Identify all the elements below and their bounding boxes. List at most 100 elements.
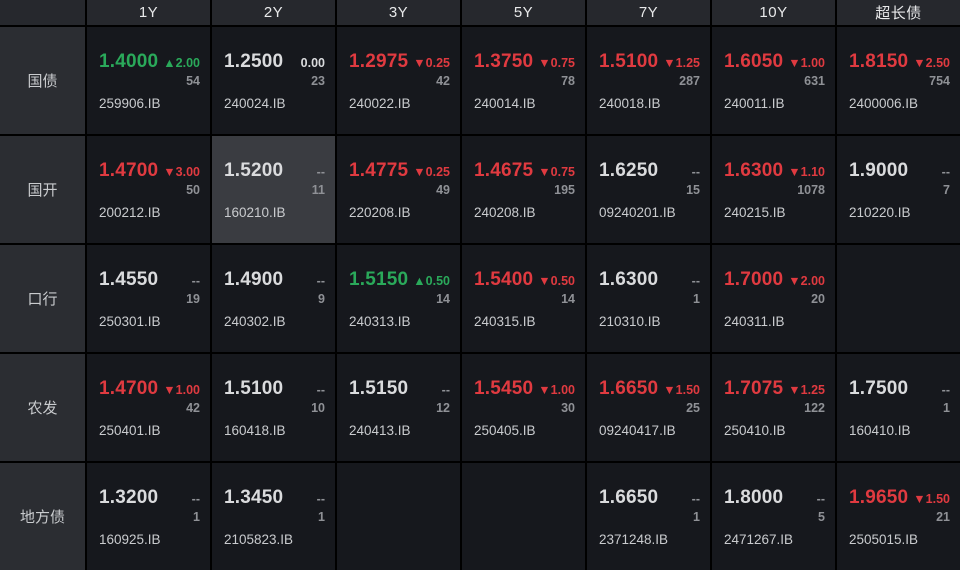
row-label-农发: 农发 [0,354,85,461]
change-indicator: ▼0.25 [413,55,450,70]
change-indicator: ▼0.75 [538,164,575,179]
quote-count: 14 [436,291,450,306]
quote-count: 7 [943,182,950,197]
bond-code: 210310.IB [599,313,661,329]
yield-value: 1.5150 [349,377,409,399]
bond-cell-国债-超长债[interactable]: 1.8150 ▼2.50 754 2400006.IB [837,27,960,134]
yield-value: 1.6650 [599,377,659,399]
cell-top-line: 1.5100 ▼1.25 [599,51,700,73]
bond-cell-农发-3Y[interactable]: 1.5150 -- 12 240413.IB [337,354,460,461]
quote-count: 122 [804,400,825,415]
cell-top-line: 1.5100 -- [224,378,325,400]
bond-cell-国开-5Y[interactable]: 1.4675 ▼0.75 195 240208.IB [462,136,585,243]
cell-top-line: 1.4700 ▼3.00 [99,160,200,182]
change-indicator: ▼1.50 [913,491,950,506]
change-indicator: -- [941,164,950,179]
yield-value: 1.2975 [349,50,409,72]
quote-count: 12 [436,400,450,415]
yield-value: 1.5450 [474,377,534,399]
quote-count: 78 [561,73,575,88]
quote-count: 54 [186,73,200,88]
change-indicator: ▼1.50 [663,382,700,397]
bond-cell-农发-1Y[interactable]: 1.4700 ▼1.00 42 250401.IB [87,354,210,461]
row-label-国开: 国开 [0,136,85,243]
bond-cell-国开-10Y[interactable]: 1.6300 ▼1.10 1078 240215.IB [712,136,835,243]
yield-value: 1.4700 [99,377,159,399]
change-indicator: -- [316,382,325,397]
bond-code: 160925.IB [99,531,161,547]
bond-cell-地方债-2Y[interactable]: 1.3450 -- 1 2105823.IB [212,463,335,570]
bond-cell-口行-2Y[interactable]: 1.4900 -- 9 240302.IB [212,245,335,352]
row-label-地方债: 地方债 [0,463,85,570]
bond-code: 09240417.IB [599,422,676,438]
quote-count: 19 [186,291,200,306]
bond-cell-农发-2Y[interactable]: 1.5100 -- 10 160418.IB [212,354,335,461]
yield-value: 1.6300 [724,159,784,181]
yield-value: 1.3750 [474,50,534,72]
cell-top-line: 1.2500 0.00 [224,51,325,73]
column-header-label: 7Y [638,4,659,21]
change-indicator: -- [191,273,200,288]
bond-cell-国债-1Y[interactable]: 1.4000 ▲2.00 54 259906.IB [87,27,210,134]
bond-cell-国债-7Y[interactable]: 1.5100 ▼1.25 287 240018.IB [587,27,710,134]
cell-top-line: 1.6250 -- [599,160,700,182]
cell-top-line: 1.5400 ▼0.50 [474,269,575,291]
yield-value: 1.5150 [349,268,409,290]
bond-cell-国开-3Y[interactable]: 1.4775 ▼0.25 49 220208.IB [337,136,460,243]
quote-count: 1 [193,509,200,524]
cell-top-line: 1.4775 ▼0.25 [349,160,450,182]
change-indicator: -- [691,273,700,288]
bond-cell-地方债-7Y[interactable]: 1.6650 -- 1 2371248.IB [587,463,710,570]
change-indicator: ▼1.00 [788,55,825,70]
bond-cell-农发-超长债[interactable]: 1.7500 -- 1 160410.IB [837,354,960,461]
bond-cell-国债-3Y[interactable]: 1.2975 ▼0.25 42 240022.IB [337,27,460,134]
cell-top-line: 1.3450 -- [224,487,325,509]
bond-code: 2105823.IB [224,531,294,547]
yield-value: 1.3450 [224,486,284,508]
quote-count: 287 [679,73,700,88]
bond-cell-口行-1Y[interactable]: 1.4550 -- 19 250301.IB [87,245,210,352]
cell-top-line: 1.4700 ▼1.00 [99,378,200,400]
quote-count: 25 [686,400,700,415]
quote-count: 1 [943,400,950,415]
bond-cell-农发-7Y[interactable]: 1.6650 ▼1.50 25 09240417.IB [587,354,710,461]
change-indicator: -- [316,164,325,179]
bond-cell-地方债-超长债[interactable]: 1.9650 ▼1.50 21 2505015.IB [837,463,960,570]
column-header-label: 1Y [138,4,159,21]
change-indicator: -- [691,491,700,506]
row-label-text: 国开 [27,182,58,199]
bond-code: 200212.IB [99,204,161,220]
cell-top-line: 1.8150 ▼2.50 [849,51,950,73]
bond-cell-口行-5Y[interactable]: 1.5400 ▼0.50 14 240315.IB [462,245,585,352]
bond-cell-口行-3Y[interactable]: 1.5150 ▲0.50 14 240313.IB [337,245,460,352]
bond-code: 259906.IB [99,95,161,111]
change-indicator: -- [191,491,200,506]
bond-cell-农发-10Y[interactable]: 1.7075 ▼1.25 122 250410.IB [712,354,835,461]
quote-count: 195 [554,182,575,197]
bond-cell-国债-10Y[interactable]: 1.6050 ▼1.00 631 240011.IB [712,27,835,134]
bond-cell-国开-7Y[interactable]: 1.6250 -- 15 09240201.IB [587,136,710,243]
bond-code: 240413.IB [349,422,411,438]
bond-cell-国开-超长债[interactable]: 1.9000 -- 7 210220.IB [837,136,960,243]
bond-cell-国开-2Y[interactable]: 1.5200 -- 11 160210.IB [212,136,335,243]
bond-cell-国债-2Y[interactable]: 1.2500 0.00 23 240024.IB [212,27,335,134]
bond-cell-国开-1Y[interactable]: 1.4700 ▼3.00 50 200212.IB [87,136,210,243]
bond-code: 210220.IB [849,204,911,220]
bond-cell-地方债-10Y[interactable]: 1.8000 -- 5 2471267.IB [712,463,835,570]
cell-top-line: 1.4675 ▼0.75 [474,160,575,182]
bond-cell-农发-5Y[interactable]: 1.5450 ▼1.00 30 250405.IB [462,354,585,461]
column-header-1Y: 1Y [87,0,210,25]
change-indicator: -- [941,382,950,397]
bond-cell-国债-5Y[interactable]: 1.3750 ▼0.75 78 240014.IB [462,27,585,134]
cell-top-line: 1.3200 -- [99,487,200,509]
bond-cell-地方债-1Y[interactable]: 1.3200 -- 1 160925.IB [87,463,210,570]
bond-code: 240302.IB [224,313,286,329]
bond-code: 2371248.IB [599,531,669,547]
change-indicator: ▼1.00 [538,382,575,397]
cell-top-line: 1.6300 -- [599,269,700,291]
bond-cell-口行-7Y[interactable]: 1.6300 -- 1 210310.IB [587,245,710,352]
cell-top-line: 1.9650 ▼1.50 [849,487,950,509]
bond-code: 220208.IB [349,204,411,220]
bond-cell-口行-10Y[interactable]: 1.7000 ▼2.00 20 240311.IB [712,245,835,352]
